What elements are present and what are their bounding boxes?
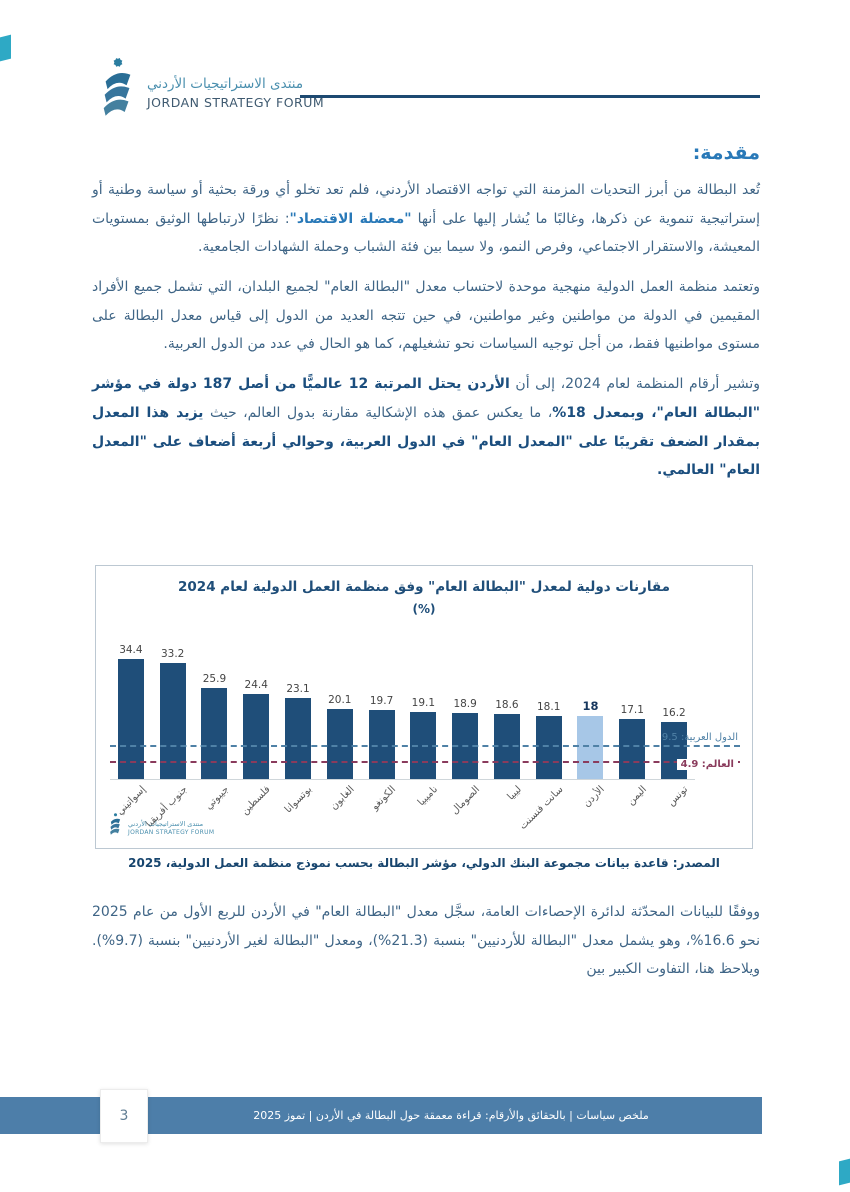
category-cell: الأردن bbox=[570, 780, 612, 836]
category-cell: الكونغو bbox=[361, 780, 403, 836]
paragraph: ووفقًا للبيانات المحدّثة لدائرة الإحصاءا… bbox=[92, 898, 760, 984]
category-cell: تونس bbox=[653, 780, 695, 836]
watermark-arabic-name: منتدى الاستراتيجيات الأردني bbox=[128, 819, 204, 828]
chart-bar bbox=[243, 693, 270, 779]
text-segment: "معضلة الاقتصاد" bbox=[289, 210, 412, 227]
bar-cell: 33.2 bbox=[152, 640, 194, 779]
chart-plot: 34.4 33.2 25.9 24.4 23.1 20.1 19.7 19.1 18.9 18.6… bbox=[110, 640, 740, 836]
page-number: 3 bbox=[100, 1089, 148, 1143]
text-segment: يزيد هذا المعدل بمقدار الضعف تقريبًا على… bbox=[92, 404, 760, 479]
bar-value-label: 18 bbox=[582, 699, 599, 713]
bar-value-label: 19.1 bbox=[411, 697, 436, 710]
bar-value-label: 19.7 bbox=[369, 695, 394, 708]
bar-cell: 18.9 bbox=[444, 640, 486, 779]
bar-cell: 19.1 bbox=[402, 640, 444, 779]
bar-value-label: 18.1 bbox=[537, 700, 561, 713]
category-cell: فلسطين bbox=[235, 780, 277, 836]
bar-cell: 25.9 bbox=[194, 640, 236, 779]
paragraph: وتعتمد منظمة العمل الدولية منهجية موحدة … bbox=[92, 273, 760, 359]
bar-cell: 18.6 bbox=[486, 640, 528, 779]
category-label: ليبيا bbox=[505, 784, 524, 803]
chart-watermark-logo: منتدى الاستراتيجيات الأردني JORDAN STRAT… bbox=[108, 812, 214, 843]
category-label: تونس bbox=[666, 784, 691, 809]
intro-paragraphs: تُعد البطالة من أبرز التحديات المزمنة ال… bbox=[92, 176, 760, 485]
category-label: الأردن bbox=[581, 784, 608, 810]
bar-value-label: 34.4 bbox=[119, 643, 143, 656]
category-label: بوتسوانا bbox=[283, 784, 315, 816]
chart-bar bbox=[201, 688, 228, 779]
text-segment: الأردن يحتل المرتبة 12 عالميًّا من أصل 1… bbox=[92, 376, 760, 421]
category-cell: ناميبيا bbox=[402, 780, 444, 836]
category-cell: سانت فنسنت bbox=[517, 780, 570, 836]
chart-bars: 34.4 33.2 25.9 24.4 23.1 20.1 19.7 19.1 18.9 18.6… bbox=[110, 640, 695, 780]
chart-bar bbox=[117, 658, 144, 779]
header-divider-line bbox=[300, 95, 760, 98]
category-label: الكونغو bbox=[369, 784, 399, 813]
chart-bar bbox=[368, 710, 395, 779]
watermark-english-name: JORDAN STRATEGY FORUM bbox=[128, 828, 215, 836]
text-segment: ، ما يعكس عمق هذه الإشكالية مقارنة بدول … bbox=[203, 404, 553, 421]
bar-value-label: 18.6 bbox=[495, 698, 519, 711]
bar-value-label: 24.4 bbox=[244, 678, 268, 691]
intro-section: مقدمة: تُعد البطالة من أبرز التحديات الم… bbox=[92, 142, 760, 485]
reference-line bbox=[110, 760, 740, 763]
bar-value-label: 25.9 bbox=[202, 673, 227, 686]
text-segment: ووفقًا للبيانات المحدّثة لدائرة الإحصاءا… bbox=[92, 904, 760, 978]
chart-bar bbox=[619, 719, 646, 779]
bar-cell: 17.1 bbox=[611, 640, 653, 779]
reference-line bbox=[110, 744, 740, 747]
bar-cell: 18.1 bbox=[528, 640, 570, 779]
category-label: ناميبيا bbox=[415, 784, 441, 809]
paragraph: تُعد البطالة من أبرز التحديات المزمنة ال… bbox=[92, 176, 760, 262]
bar-value-label: 18.9 bbox=[453, 697, 477, 710]
jsf-logo-icon bbox=[98, 56, 138, 130]
bar-cell: 20.1 bbox=[319, 640, 361, 779]
category-label: الصومال bbox=[449, 784, 482, 817]
footer-text: ملخص سياسات | بالحقائق والأرقام: قراءة م… bbox=[253, 1109, 649, 1122]
corner-decoration-top-left bbox=[0, 34, 11, 62]
text-segment: وتعتمد منظمة العمل الدولية منهجية موحدة … bbox=[92, 279, 760, 353]
text-segment: : نظرًا لارتباطها الوثيق بمستويات المعيش… bbox=[92, 210, 760, 256]
category-cell: اليمن bbox=[611, 780, 653, 836]
bar-cell: 19.7 bbox=[361, 640, 403, 779]
corner-decoration-bottom-right bbox=[839, 1158, 850, 1186]
text-segment: تُعد البطالة من أبرز التحديات المزمنة ال… bbox=[92, 182, 760, 227]
jsf-logo: منتدى الاستراتيجيات الأردني JORDAN STRAT… bbox=[98, 56, 324, 130]
bar-value-label: 33.2 bbox=[160, 647, 185, 660]
bar-value-label: 17.1 bbox=[620, 704, 644, 717]
category-label: جيبوتي bbox=[203, 784, 232, 812]
bar-cell: 18 bbox=[570, 640, 612, 779]
category-cell: الصومال bbox=[444, 780, 486, 836]
chart-source: المصدر: قاعدة بيانات مجموعة البنك الدولي… bbox=[128, 856, 720, 870]
chart-bar bbox=[326, 708, 353, 779]
category-cell: بوتسوانا bbox=[277, 780, 319, 836]
bar-cell: 34.4 bbox=[110, 640, 152, 779]
paragraph: وتشير أرقام المنظمة لعام 2024، إلى أن ال… bbox=[92, 370, 760, 485]
page-title: مقدمة: bbox=[692, 142, 760, 164]
category-cell: الغابون bbox=[319, 780, 361, 836]
bar-value-label: 20.1 bbox=[328, 693, 352, 706]
category-label: اليمن bbox=[625, 784, 649, 808]
closing-paragraph: ووفقًا للبيانات المحدّثة لدائرة الإحصاءا… bbox=[92, 898, 760, 984]
chart-bars-area: 34.4 33.2 25.9 24.4 23.1 20.1 19.7 19.1 18.9 18.6… bbox=[110, 640, 740, 780]
bar-cell: 24.4 bbox=[235, 640, 277, 779]
bar-value-label: 23.1 bbox=[286, 683, 310, 696]
chart-card: مقارنات دولية لمعدل "البطالة العام" وفق … bbox=[95, 565, 753, 849]
jsf-logo-icon-small bbox=[108, 812, 123, 843]
chart-bar bbox=[285, 698, 312, 779]
chart-bar bbox=[535, 715, 562, 779]
text-segment: وتشير أرقام المنظمة لعام 2024، إلى أن bbox=[509, 376, 760, 393]
category-label: فلسطين bbox=[239, 784, 273, 818]
chart-title: مقارنات دولية لمعدل "البطالة العام" وفق … bbox=[178, 579, 670, 595]
bar-cell: 23.1 bbox=[277, 640, 319, 779]
reference-line-label: العالم: 4.9 bbox=[676, 758, 738, 770]
logo-arabic-name: منتدى الاستراتيجيات الأردني bbox=[147, 76, 304, 92]
bar-value-label: 16.2 bbox=[662, 707, 686, 720]
logo-english-name: JORDAN STRATEGY FORUM bbox=[147, 95, 325, 110]
category-label: الغابون bbox=[328, 784, 357, 813]
chart-subtitle: (%) bbox=[412, 602, 436, 616]
reference-line-label: الدول العربية: 9.5 bbox=[661, 731, 738, 743]
chart-bar bbox=[577, 716, 604, 779]
chart-bar bbox=[159, 662, 186, 779]
